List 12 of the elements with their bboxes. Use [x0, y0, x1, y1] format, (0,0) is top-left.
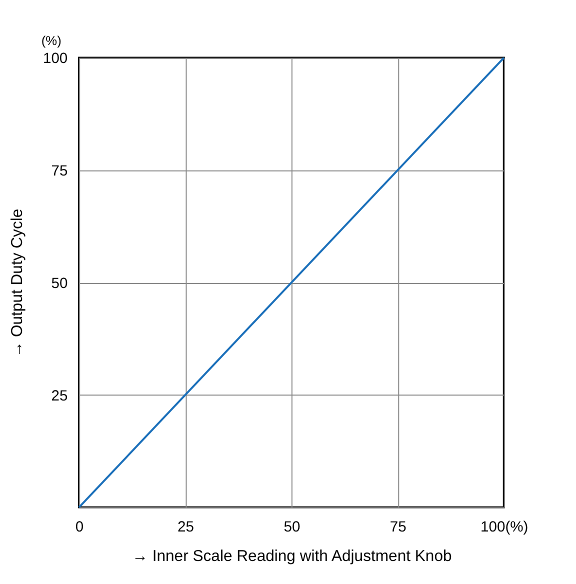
y-tick-label: 25: [51, 388, 68, 404]
y-tick-label: 75: [51, 164, 68, 180]
x-tick-label: 75: [390, 520, 406, 536]
x-tick-label: 25: [178, 520, 194, 536]
y-axis-title: → Output Duty Cycle: [9, 208, 26, 358]
text: (%): [41, 32, 62, 48]
x-tick-label: 50: [284, 520, 300, 536]
y-tick-label: 100: [42, 51, 68, 68]
x-tick-label: 100(%): [480, 520, 528, 536]
x-axis-title: → Inner Scale Reading with Adjustment Knob: [132, 548, 452, 566]
x-tick-label: 0: [75, 520, 84, 536]
y-tick-label: 50: [51, 276, 68, 292]
